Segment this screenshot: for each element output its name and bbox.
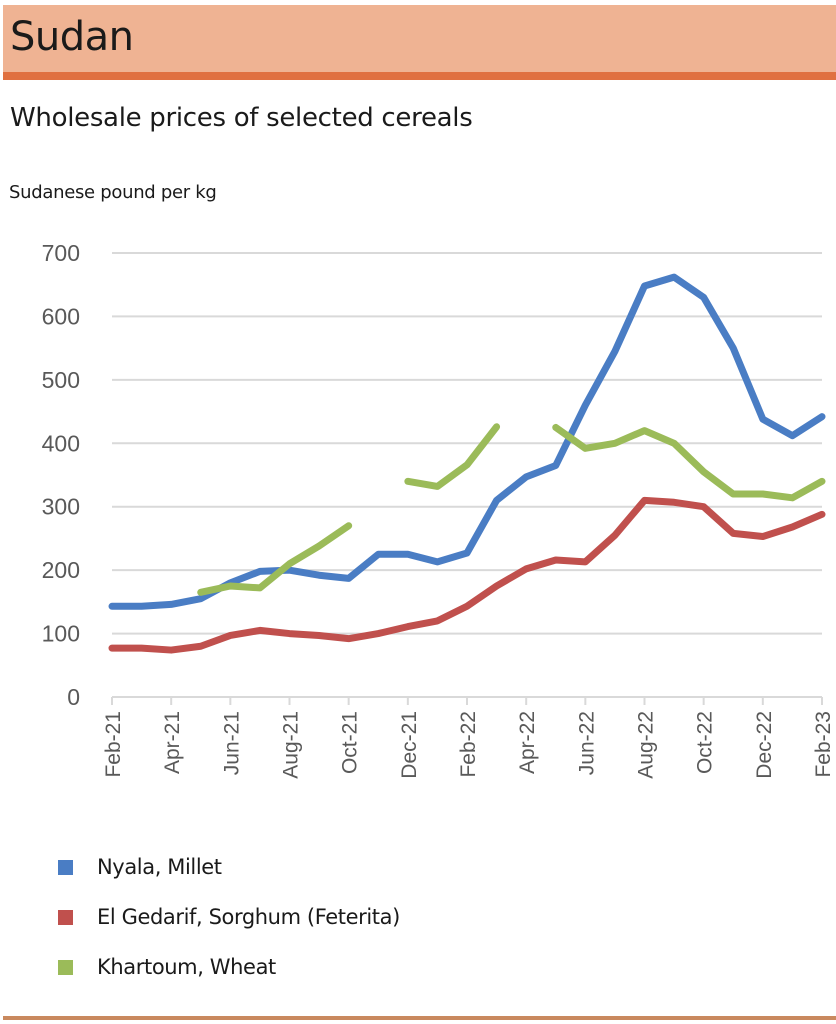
y-tick-label: 700 [42,240,80,266]
x-tick-label: Feb-22 [457,711,480,778]
legend-label: El Gedarif, Sorghum (Feterita) [97,905,400,929]
series-line-khartoum-wheat [552,423,826,502]
x-tick-label: Dec-22 [753,711,776,779]
y-tick-label: 0 [67,684,80,710]
x-tick-label: Oct-21 [339,711,362,774]
x-tick-label: Dec-21 [398,711,421,779]
legend-item-khartoum-wheat: Khartoum, Wheat [58,955,276,979]
legend-item-el-gedarif-sorghum: El Gedarif, Sorghum (Feterita) [58,905,400,929]
x-tick-label: Jun-21 [220,711,243,775]
x-tick-label: Feb-23 [812,711,835,778]
legend-item-nyala-millet: Nyala, Millet [58,855,222,879]
legend-label: Nyala, Millet [97,855,222,879]
y-tick-label: 200 [42,557,80,583]
legend-swatch-red [58,909,73,925]
line-chart: 0 100 200 300 400 500 600 700 Feb-21 Apr-21 Jun-2… [42,240,835,779]
x-tick-label: Feb-21 [102,711,125,778]
y-tick-label: 100 [42,621,80,647]
y-tick-label: 400 [42,430,80,456]
legend-label: Khartoum, Wheat [97,955,276,979]
y-axis-ticks: 0 100 200 300 400 500 600 700 [42,240,80,710]
series-line-el-gedarif-sorghum-feterita [108,496,826,654]
x-tick-label: Apr-22 [516,711,539,774]
x-tick-label: Aug-22 [635,711,658,779]
y-tick-label: 300 [42,494,80,520]
page-title: Sudan [10,14,134,60]
x-axis: Feb-21 Apr-21 Jun-21 Aug-21 Oct-21 Dec-21 Feb-… [102,696,835,779]
x-tick-label: Apr-21 [161,711,184,774]
header-banner [3,5,836,73]
x-tick-label: Jun-22 [575,711,598,775]
series-line-nyala-millet [108,273,826,610]
x-tick-label: Oct-22 [694,711,717,774]
legend-swatch-green [58,959,73,975]
y-tick-label: 600 [42,303,80,329]
chart-title: Wholesale prices of selected cereals [10,103,473,133]
series-line-khartoum-wheat [404,423,501,490]
series-line-khartoum-wheat [197,522,353,596]
x-tick-label: Aug-21 [280,711,303,779]
gridlines [112,252,822,635]
series-lines [108,273,826,654]
y-axis-label: Sudanese pound per kg [9,182,217,203]
legend-swatch-blue [58,859,73,875]
header-rule [3,72,836,80]
y-tick-label: 500 [42,367,80,393]
bottom-rule [3,1016,836,1020]
